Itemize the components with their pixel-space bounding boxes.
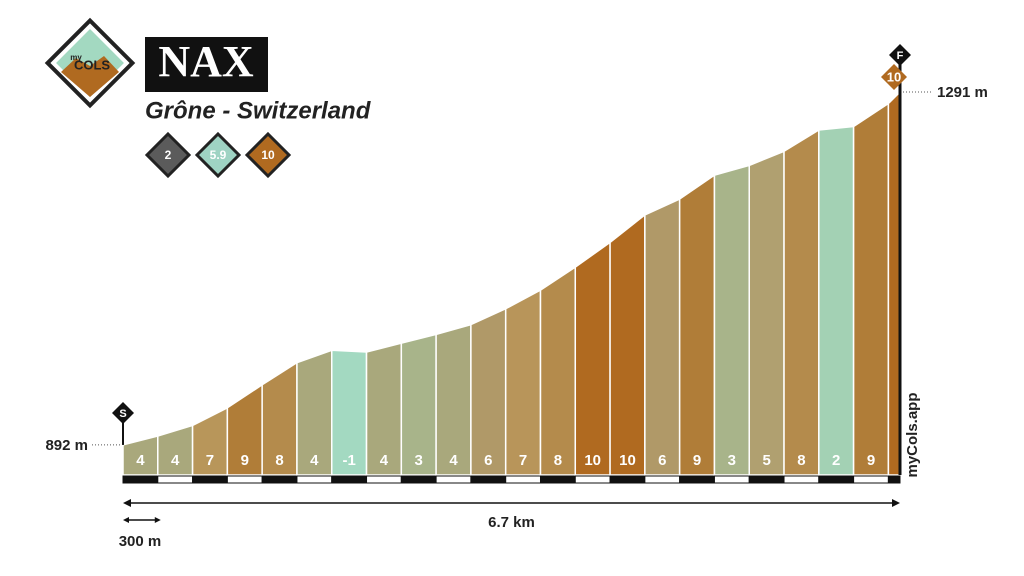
profile-segment bbox=[644, 197, 681, 476]
gradient-label: 3 bbox=[728, 452, 736, 469]
distance-bar bbox=[470, 475, 507, 484]
elevation-label: 892 m bbox=[45, 437, 88, 454]
distance-bar bbox=[366, 475, 402, 484]
profile-segment bbox=[678, 173, 716, 476]
distance-bar bbox=[157, 475, 194, 484]
distance-bar bbox=[296, 475, 333, 484]
logo: my COLS bbox=[44, 17, 136, 109]
gradient-label: 7 bbox=[206, 452, 214, 469]
distance-bar bbox=[748, 475, 785, 484]
distance-bar bbox=[644, 475, 681, 484]
gradient-label: 5 bbox=[762, 452, 770, 469]
distance-bar bbox=[853, 475, 889, 484]
scale-label: 300 m bbox=[119, 533, 162, 550]
gradient-label: 10 bbox=[887, 69, 901, 84]
badge bbox=[244, 131, 292, 179]
logo-mountain bbox=[61, 56, 119, 97]
profile-segment bbox=[852, 102, 890, 476]
profile-segment bbox=[504, 288, 542, 476]
distance-bar bbox=[783, 475, 820, 484]
distance-bar bbox=[122, 475, 159, 484]
gradient-label: 4 bbox=[136, 452, 145, 469]
gradient-label: 6 bbox=[658, 452, 666, 469]
start-flag bbox=[112, 402, 134, 424]
distance-bar bbox=[609, 475, 646, 484]
gradient-label: 4 bbox=[171, 452, 180, 469]
distance-bar bbox=[818, 475, 855, 484]
gradient-label: 8 bbox=[275, 452, 283, 469]
end-flag-label: F bbox=[897, 50, 904, 62]
badge-label: 2 bbox=[165, 148, 172, 162]
gradient-label: 9 bbox=[693, 452, 701, 469]
distance-bar bbox=[331, 475, 368, 484]
distance-bar bbox=[679, 475, 715, 484]
profile-segment bbox=[609, 213, 646, 476]
final-gradient-badge bbox=[881, 64, 907, 90]
elevation-label: 1291 m bbox=[937, 84, 988, 101]
distance-bar bbox=[261, 475, 298, 484]
gradient-label: 9 bbox=[241, 452, 249, 469]
distance-bar bbox=[574, 475, 611, 484]
logo-text: my bbox=[70, 53, 82, 62]
profile-segment bbox=[887, 90, 901, 476]
profile-segment bbox=[818, 125, 855, 476]
watermark: myCols.app bbox=[904, 392, 921, 477]
distance-bar bbox=[713, 475, 750, 484]
start-flag-label: S bbox=[119, 408, 126, 420]
gradient-label: 8 bbox=[797, 452, 805, 469]
distance-bar bbox=[400, 475, 437, 484]
gradient-label: 4 bbox=[449, 452, 458, 469]
title-box bbox=[145, 37, 268, 92]
gradient-label: 10 bbox=[584, 452, 601, 469]
gradient-label: 6 bbox=[484, 452, 492, 469]
gradient-label: 7 bbox=[519, 452, 527, 469]
end-flag bbox=[889, 44, 911, 66]
gradient-label: 8 bbox=[554, 452, 562, 469]
gradient-label: 10 bbox=[619, 452, 636, 469]
gradient-label: 4 bbox=[310, 452, 319, 469]
profile-segment bbox=[748, 150, 785, 476]
distance-bar bbox=[192, 475, 228, 484]
gradient-label: -1 bbox=[342, 452, 355, 469]
profile-segment bbox=[713, 164, 750, 476]
gradient-label: 2 bbox=[832, 452, 840, 469]
profile-segment bbox=[783, 128, 820, 476]
distance-bar bbox=[539, 475, 576, 484]
profile-segment bbox=[539, 265, 577, 476]
subtitle: Grône - Switzerland bbox=[145, 97, 372, 124]
distance-bar bbox=[226, 475, 263, 484]
chart-title: NAX bbox=[158, 37, 254, 86]
gradient-label: 3 bbox=[415, 452, 423, 469]
distance-bar bbox=[887, 475, 901, 484]
logo-text: COLS bbox=[74, 57, 110, 72]
gradient-label: 4 bbox=[380, 452, 389, 469]
profile-segment bbox=[574, 240, 611, 476]
distance-label: 6.7 km bbox=[488, 514, 535, 531]
distance-bar bbox=[435, 475, 472, 484]
badge-label: 5.9 bbox=[210, 148, 227, 162]
badge bbox=[144, 131, 192, 179]
badge bbox=[194, 131, 242, 179]
badge-label: 10 bbox=[261, 148, 275, 162]
distance-bar bbox=[505, 475, 541, 484]
profile-segment bbox=[470, 307, 507, 476]
gradient-label: 9 bbox=[867, 452, 875, 469]
